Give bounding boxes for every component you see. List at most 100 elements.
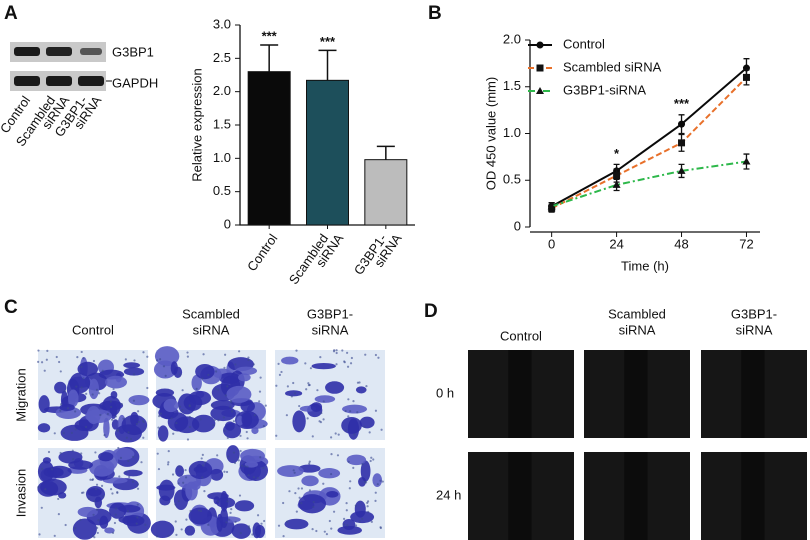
pore	[91, 478, 94, 482]
pore	[304, 362, 307, 365]
pore	[80, 350, 83, 354]
panel-label: B	[428, 3, 442, 24]
cell	[86, 406, 101, 425]
pore	[132, 399, 136, 402]
pore	[46, 349, 49, 352]
pore	[334, 432, 337, 435]
pore	[128, 475, 131, 479]
pore	[45, 358, 48, 361]
pore	[263, 519, 266, 523]
pore	[177, 482, 180, 485]
pore	[207, 523, 210, 526]
marker	[613, 172, 621, 180]
pore	[53, 432, 56, 435]
pore	[106, 412, 109, 416]
pore	[346, 365, 350, 368]
cell	[318, 468, 341, 479]
pore	[229, 405, 232, 408]
pore	[103, 434, 106, 437]
cell	[298, 494, 327, 514]
cell	[112, 447, 135, 461]
pore	[97, 519, 100, 522]
cell	[325, 381, 345, 394]
pore	[295, 510, 298, 513]
cell	[226, 385, 252, 403]
cell	[47, 465, 72, 479]
error-bar	[260, 44, 279, 72]
row-label: Invasion	[13, 469, 28, 517]
pore	[320, 411, 323, 415]
error-bar	[318, 49, 337, 81]
pore	[188, 425, 191, 429]
cell	[170, 361, 178, 375]
pore	[111, 492, 114, 495]
pore	[227, 518, 231, 521]
pore	[63, 389, 66, 393]
cell	[110, 390, 118, 399]
pore	[102, 495, 105, 498]
panel-label: C	[4, 297, 18, 318]
pore	[80, 365, 83, 368]
pore	[201, 464, 205, 467]
pore	[174, 520, 177, 523]
pore	[91, 534, 94, 538]
pore	[79, 518, 82, 521]
pore	[332, 350, 336, 353]
series-line	[551, 67, 748, 208]
pore	[40, 506, 43, 509]
cell	[226, 445, 240, 464]
cell	[234, 500, 255, 512]
pore	[135, 522, 138, 525]
pore	[91, 393, 94, 396]
cell	[347, 418, 360, 440]
cell	[337, 525, 362, 535]
cell	[350, 510, 375, 524]
cell	[210, 468, 224, 481]
cell	[195, 363, 215, 380]
pore	[343, 360, 346, 363]
pore	[74, 526, 77, 530]
pore	[159, 412, 163, 415]
column-label: Control	[72, 322, 114, 337]
cell	[292, 410, 306, 433]
pore	[127, 459, 130, 463]
pore	[348, 487, 351, 490]
pore	[184, 476, 188, 479]
pore	[311, 528, 314, 531]
pore	[137, 420, 140, 424]
pore	[126, 509, 130, 513]
pore	[356, 411, 359, 414]
pore	[185, 518, 188, 521]
cell	[156, 484, 176, 491]
pore	[201, 377, 204, 380]
pore	[182, 481, 185, 484]
pore	[82, 357, 85, 360]
pore	[322, 482, 325, 485]
pore	[253, 414, 256, 417]
pore	[100, 484, 104, 488]
column-label: siRNA	[312, 322, 349, 337]
cell	[342, 518, 356, 530]
y-tick-label: 2.0	[503, 31, 521, 46]
row-label: 0 h	[436, 385, 454, 400]
pore	[247, 356, 250, 359]
micrograph	[275, 349, 385, 440]
pore	[58, 360, 61, 364]
pore	[293, 471, 296, 474]
pore	[215, 370, 218, 373]
cell	[360, 460, 371, 482]
pore	[290, 395, 293, 398]
y-tick-label: 1.5	[503, 78, 521, 93]
pore	[350, 356, 353, 360]
pore	[358, 381, 361, 384]
cell	[220, 490, 229, 512]
pore	[252, 476, 256, 479]
blot-band	[14, 47, 40, 56]
pore	[376, 483, 379, 486]
x-tick-label: Control	[244, 231, 280, 274]
cell	[358, 476, 367, 487]
pore	[114, 513, 117, 516]
pore	[300, 487, 304, 490]
pore	[167, 534, 170, 537]
pore	[170, 417, 173, 420]
